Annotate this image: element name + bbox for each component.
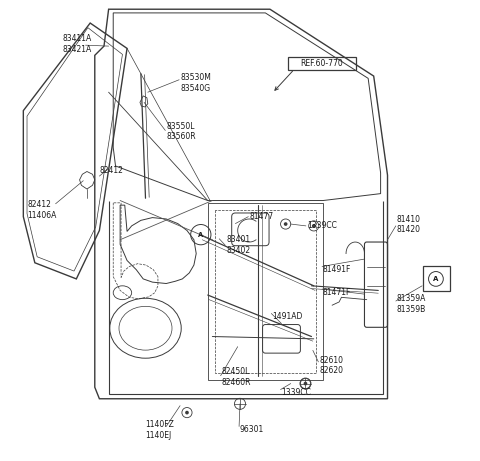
Text: 81359A
81359B: 81359A 81359B <box>397 295 426 314</box>
Text: 81477: 81477 <box>249 212 273 221</box>
Text: A: A <box>198 231 204 238</box>
Text: 83401
83402: 83401 83402 <box>226 236 250 255</box>
Text: 83530M
83540G: 83530M 83540G <box>180 73 211 93</box>
Text: REF.60-770: REF.60-770 <box>300 59 343 68</box>
Text: 1339CC: 1339CC <box>307 221 336 230</box>
Text: 81410
81420: 81410 81420 <box>397 215 421 234</box>
Text: 82412
11406A: 82412 11406A <box>27 200 56 219</box>
Text: 83411A
83421A: 83411A 83421A <box>62 34 92 53</box>
Text: 96301: 96301 <box>240 425 264 434</box>
Text: 82450L
82460R: 82450L 82460R <box>222 367 251 387</box>
Text: 1140FZ
1140EJ: 1140FZ 1140EJ <box>145 420 174 439</box>
Text: A: A <box>433 276 439 282</box>
Text: 81491F: 81491F <box>323 265 351 274</box>
Text: 1491AD: 1491AD <box>272 312 303 321</box>
Circle shape <box>185 411 189 414</box>
Text: 1339CC: 1339CC <box>281 388 312 397</box>
Circle shape <box>304 382 307 385</box>
Text: 82610
82620: 82610 82620 <box>319 356 343 375</box>
Circle shape <box>312 224 316 228</box>
Text: 81471F: 81471F <box>323 288 351 297</box>
Text: 83550L
83560R: 83550L 83560R <box>166 122 196 141</box>
Circle shape <box>284 222 288 226</box>
Text: 82412: 82412 <box>99 166 123 175</box>
